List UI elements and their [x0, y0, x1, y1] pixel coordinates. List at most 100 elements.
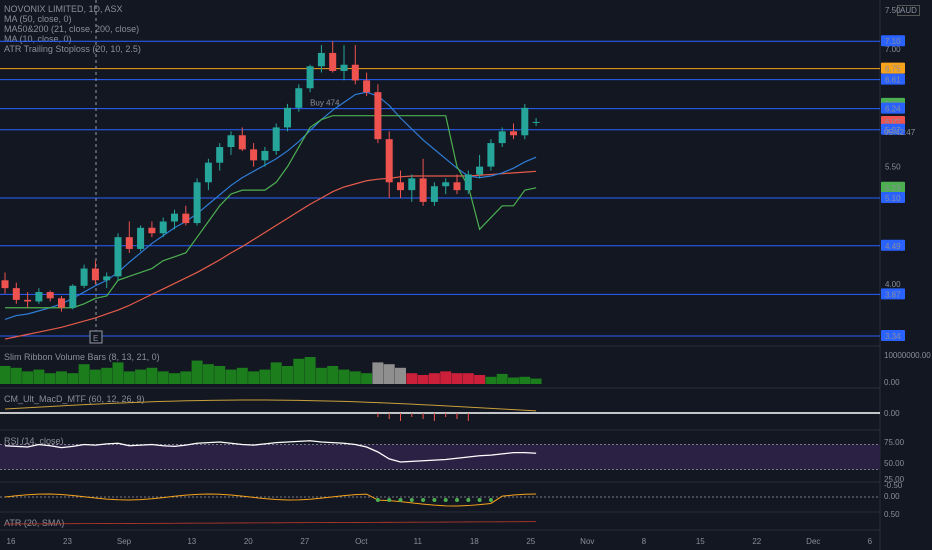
volume-bar	[474, 375, 486, 384]
legend-rsi[interactable]: RSI (14, close)	[4, 436, 64, 446]
candle-body	[182, 213, 190, 224]
volume-bar	[496, 373, 508, 384]
price-tag: 5.10	[881, 191, 905, 203]
price-tag-bg	[881, 35, 905, 47]
candle-body	[317, 52, 325, 67]
rsi-band	[0, 444, 880, 470]
candle-body	[397, 182, 404, 191]
price-tag-label: 6.07	[885, 118, 901, 127]
candle-body	[137, 227, 145, 249]
volume-bar	[462, 373, 474, 384]
volume-bar	[214, 366, 226, 384]
candle-body	[238, 135, 246, 150]
price-tag-label: 5.23	[885, 184, 901, 193]
candle-body	[510, 131, 517, 136]
time-axis-label: 27	[300, 537, 309, 546]
volume-bar	[135, 369, 147, 384]
legend-ma50[interactable]: MA (50, close, 0)	[4, 14, 72, 24]
candle-body	[487, 143, 495, 167]
candle-body	[363, 80, 371, 93]
price-tag: 6.75	[881, 62, 905, 74]
volume-bar	[248, 371, 260, 384]
price-tag-bg	[881, 191, 905, 203]
price-tag-bg	[881, 62, 905, 74]
volume-bar	[530, 378, 542, 384]
volume-bar	[372, 362, 384, 384]
symbol-title[interactable]: NOVONIX LIMITED, 1D, ASX	[4, 4, 123, 14]
stoch-signal-dot	[443, 498, 448, 502]
candle-body	[204, 162, 212, 183]
candle-body	[125, 237, 133, 249]
price-tag-label: 6.75	[885, 65, 901, 74]
volume-bar	[10, 367, 22, 384]
time-axis-label: Oct	[355, 537, 368, 546]
volume-bar	[293, 358, 305, 384]
candle-body	[103, 276, 111, 281]
candle-body	[35, 292, 43, 302]
candle-body	[374, 92, 382, 140]
stoch-axis-label: 0.00	[884, 492, 900, 501]
time-axis-label: 6	[868, 537, 873, 546]
volume-bar	[78, 364, 90, 384]
price-tag-bg	[881, 102, 905, 114]
time-axis-label: 15	[696, 537, 705, 546]
price-tag-bg	[881, 239, 905, 251]
candle-body	[148, 227, 156, 234]
volume-bar	[112, 362, 124, 384]
rsi-line	[4, 440, 537, 463]
legend-ma10[interactable]: MA (10, close, 0)	[4, 34, 72, 44]
legend-atr[interactable]: ATR (20, SMA)	[4, 518, 65, 528]
indicator-legend: NOVONIX LIMITED, 1D, ASX MA (50, close, …	[4, 4, 141, 54]
rsi-axis-label: 25.00	[884, 475, 905, 484]
price-tick-label: 5.50	[885, 163, 901, 172]
candle-body	[329, 52, 337, 71]
candle-body	[453, 182, 461, 191]
time-axis-label: 8	[642, 537, 647, 546]
stoch-signal-dot	[477, 498, 482, 502]
candle-body	[227, 135, 235, 148]
time-axis-label: 22	[752, 537, 761, 546]
volume-bar	[417, 375, 429, 384]
price-tag-bg	[881, 73, 905, 85]
candle-body	[114, 237, 122, 277]
price-tag: 7.10	[881, 35, 905, 47]
volume-bar	[44, 373, 56, 384]
buy-annotation: Buy 474	[310, 98, 340, 107]
volume-bar	[89, 369, 101, 384]
volume-bar	[67, 373, 79, 384]
rsi-axis-label: 75.00	[884, 438, 905, 447]
volume-bar	[451, 373, 463, 384]
legend-macd[interactable]: CM_Ult_MacD_MTF (60, 12, 26, 9)	[4, 394, 145, 404]
legend-volume[interactable]: Slim Ribbon Volume Bars (8, 13, 21, 0)	[4, 352, 160, 362]
volume-bar	[304, 357, 316, 384]
stoch-signal-dot	[409, 498, 414, 502]
legend-atr-stop[interactable]: ATR Trailing Stoploss (20, 10, 2.5)	[4, 44, 141, 54]
candle-body	[193, 182, 201, 224]
price-tag-label: 4.49	[885, 242, 901, 251]
price-tag-label: 5.97	[885, 126, 901, 135]
volume-bar	[406, 373, 418, 384]
legend-ma50-200[interactable]: MA50&200 (21, close, 200, close)	[4, 24, 140, 34]
candle-body	[521, 107, 529, 136]
volume-bar	[270, 362, 282, 384]
stoch-signal-dot	[387, 498, 392, 502]
time-axis-label: 20	[244, 537, 253, 546]
price-tag-label: 5.10	[885, 194, 901, 203]
price-tag: 5.97	[881, 123, 905, 135]
currency-badge[interactable]: AUD	[897, 5, 920, 16]
candle-body	[80, 268, 88, 286]
price-tick-label: 7.50	[885, 6, 901, 15]
volume-bar	[157, 371, 169, 384]
volume-axis-label: 10000000.00	[884, 351, 931, 360]
candle-body	[351, 64, 359, 81]
stoch-signal-dot	[488, 498, 493, 502]
volume-bar	[338, 369, 350, 384]
stoch-axis-label: -0.50	[884, 481, 903, 490]
volume-bar	[349, 371, 361, 384]
price-tag-bg	[881, 288, 905, 300]
volume-bar	[225, 369, 237, 384]
price-tag-label: 3.34	[885, 332, 901, 341]
volume-bar	[236, 367, 248, 384]
time-axis-label: Nov	[580, 537, 594, 546]
